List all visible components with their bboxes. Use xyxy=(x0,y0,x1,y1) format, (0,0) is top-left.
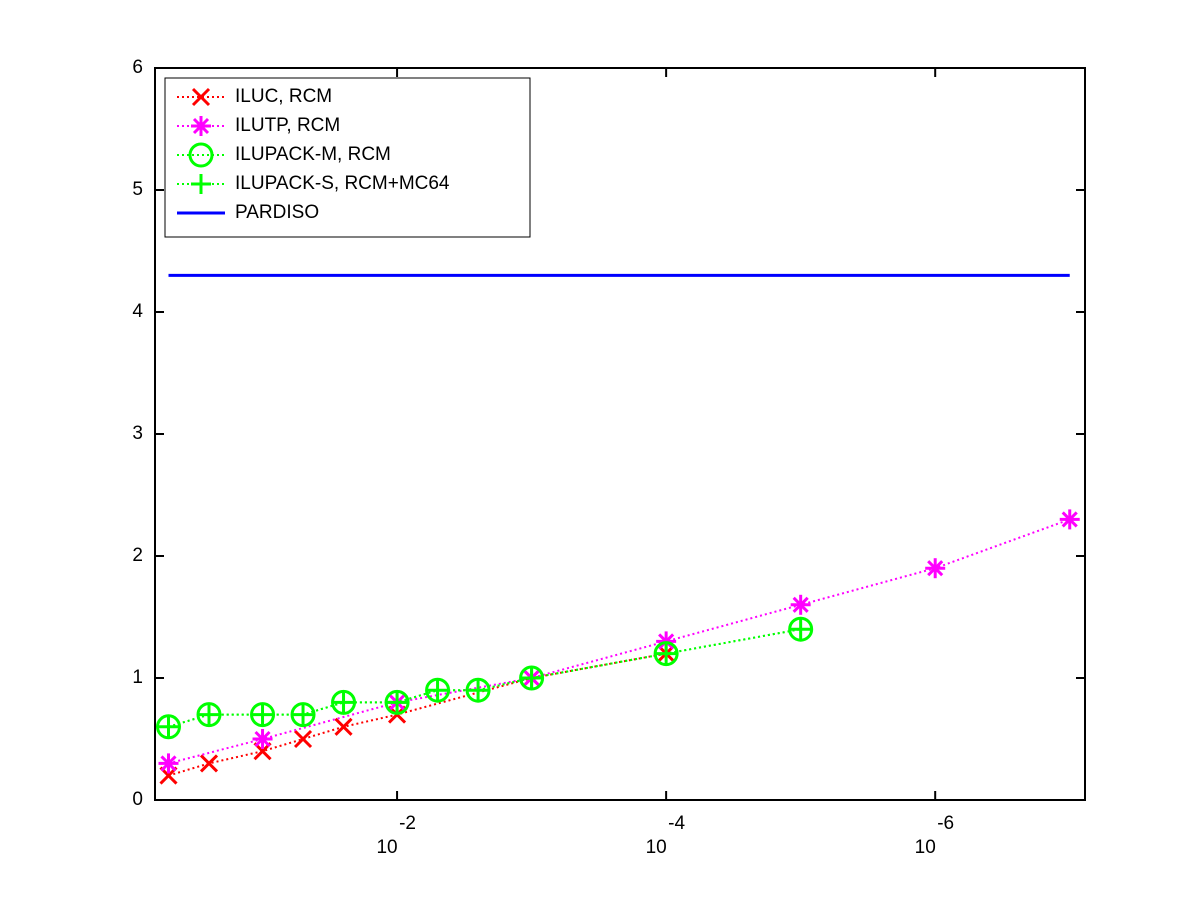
marker xyxy=(158,753,179,774)
marker-stroke xyxy=(653,641,679,667)
x-tick-label: 10 xyxy=(915,837,936,858)
series-line xyxy=(168,652,667,777)
series-line xyxy=(168,518,1071,765)
marker xyxy=(790,594,811,615)
legend-box xyxy=(164,77,531,238)
marker xyxy=(252,729,273,749)
x-tick-exponent: -4 xyxy=(668,813,685,834)
marker xyxy=(158,716,179,737)
marker xyxy=(427,680,448,701)
marker xyxy=(252,704,273,725)
marker xyxy=(519,665,545,691)
marker-stroke xyxy=(196,702,222,728)
marker-stroke xyxy=(160,755,177,772)
marker-stroke xyxy=(199,754,219,773)
x-tick-label: 10 xyxy=(376,837,397,858)
x-tick-exponent: -6 xyxy=(937,813,954,834)
marker xyxy=(188,142,214,168)
marker xyxy=(191,174,211,194)
x-tick-label: 10 xyxy=(646,837,667,858)
marker xyxy=(656,643,677,664)
marker-stroke xyxy=(331,689,357,715)
marker-stroke xyxy=(293,729,313,749)
marker xyxy=(199,754,219,773)
marker-stroke xyxy=(191,87,211,107)
legend-label: ILUC, RCM xyxy=(235,86,332,107)
marker xyxy=(653,641,679,667)
marker xyxy=(387,692,408,713)
marker xyxy=(788,616,814,642)
marker xyxy=(293,704,314,725)
marker-stroke xyxy=(192,117,210,135)
y-tick-label: 0 xyxy=(132,789,143,810)
marker-stroke xyxy=(1061,511,1078,528)
axes-box xyxy=(154,67,1086,801)
marker xyxy=(925,558,946,579)
marker-stroke xyxy=(927,560,944,577)
marker xyxy=(196,702,222,728)
legend-label: ILUPACK-S, RCM+MC64 xyxy=(235,173,450,194)
x-tick-exponent: -2 xyxy=(399,813,416,834)
marker xyxy=(465,677,491,703)
marker-stroke xyxy=(792,596,809,613)
y-tick-label: 1 xyxy=(132,667,143,688)
marker-stroke xyxy=(788,616,814,642)
marker xyxy=(156,714,182,740)
marker xyxy=(333,692,354,713)
y-tick-label: 2 xyxy=(132,545,143,566)
y-tick-label: 3 xyxy=(132,423,143,444)
marker xyxy=(790,619,811,640)
marker xyxy=(521,668,542,688)
marker xyxy=(468,680,489,701)
marker xyxy=(334,717,353,736)
legend-label: ILUPACK-M, RCM xyxy=(235,144,391,165)
marker xyxy=(191,116,211,136)
marker xyxy=(293,729,313,749)
marker-stroke xyxy=(519,665,545,691)
y-tick-label: 5 xyxy=(132,179,143,200)
marker xyxy=(191,87,211,107)
marker xyxy=(1059,509,1080,530)
marker xyxy=(199,704,220,725)
marker-stroke xyxy=(254,730,271,748)
series-line xyxy=(168,628,801,728)
legend-label: PARDISO xyxy=(235,202,319,223)
marker-stroke xyxy=(156,714,182,740)
y-tick-label: 4 xyxy=(132,301,143,322)
marker-stroke xyxy=(188,142,214,168)
marker-stroke xyxy=(334,717,353,736)
legend-label: ILUTP, RCM xyxy=(235,115,340,136)
marker-stroke xyxy=(465,677,491,703)
marker xyxy=(331,689,357,715)
y-tick-label: 6 xyxy=(132,57,143,78)
